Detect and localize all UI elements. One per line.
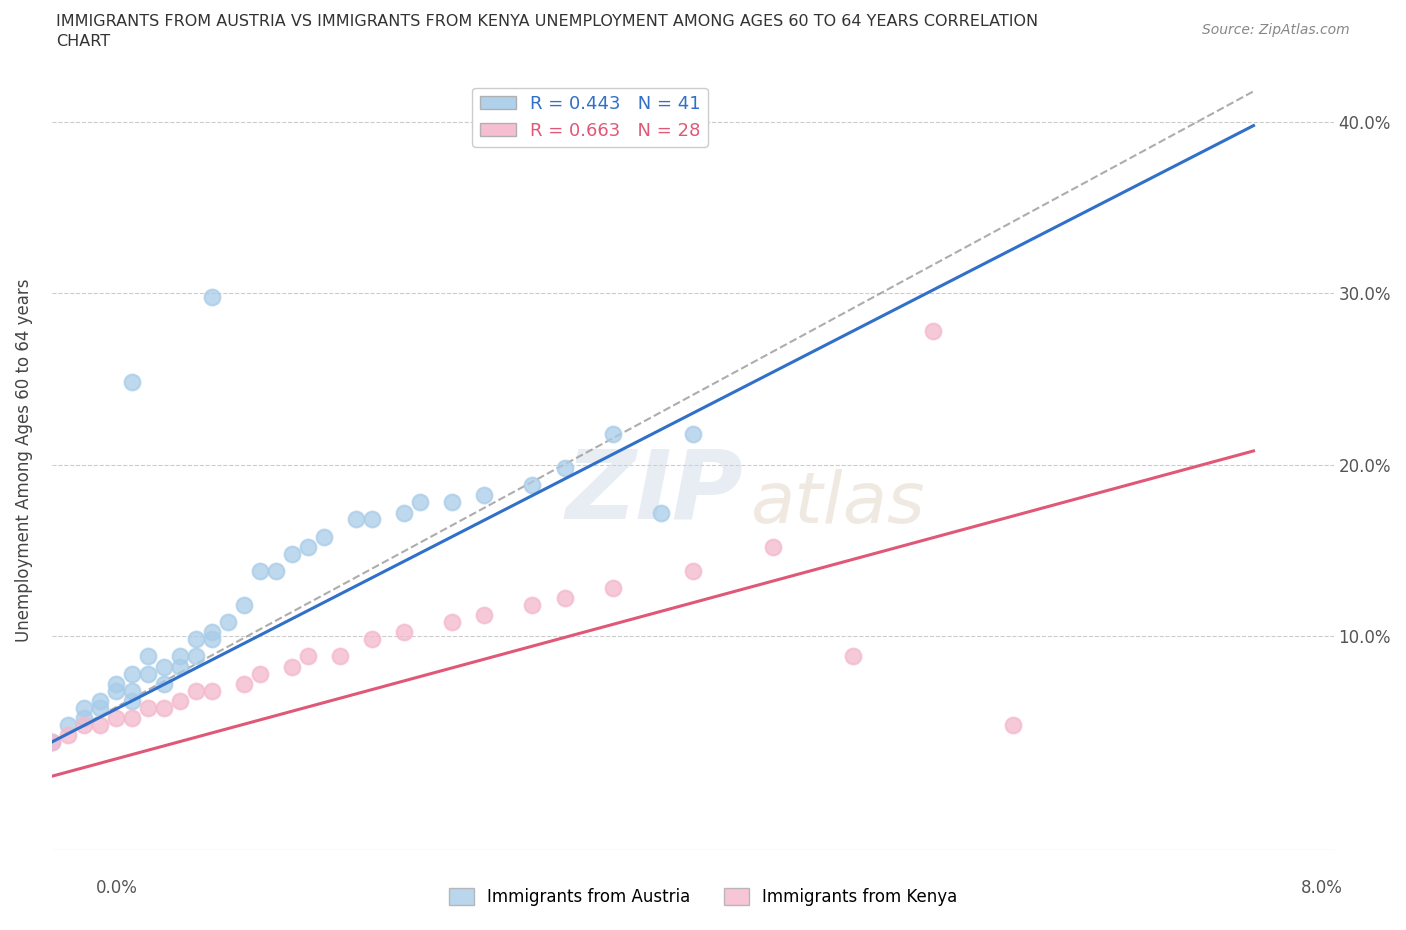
Legend: R = 0.443   N = 41, R = 0.663   N = 28: R = 0.443 N = 41, R = 0.663 N = 28 [472,87,709,147]
Point [329,649,352,664]
Point [297,649,319,664]
Text: CHART: CHART [56,34,110,49]
Point [249,666,271,681]
Point [184,631,207,646]
Point [394,505,416,520]
Point [136,666,159,681]
Point [121,684,143,698]
Point [682,564,704,578]
Point [249,564,271,578]
Point [121,375,143,390]
Point [361,512,384,527]
Text: 8.0%: 8.0% [1301,879,1343,897]
Point [233,676,256,691]
Y-axis label: Unemployment Among Ages 60 to 64 years: Unemployment Among Ages 60 to 64 years [15,279,32,642]
Legend: Immigrants from Austria, Immigrants from Kenya: Immigrants from Austria, Immigrants from… [441,881,965,912]
Point [121,711,143,725]
Point [184,649,207,664]
Point [394,625,416,640]
Point [136,649,159,664]
Point [73,700,96,715]
Point [201,289,224,304]
Point [842,649,865,664]
Point [361,631,384,646]
Point [264,564,287,578]
Point [104,676,127,691]
Text: Source: ZipAtlas.com: Source: ZipAtlas.com [1202,23,1350,37]
Point [281,546,304,561]
Point [153,676,176,691]
Point [201,625,224,640]
Point [409,495,432,510]
Point [922,324,945,339]
Point [153,659,176,674]
Point [441,495,464,510]
Point [169,649,191,664]
Point [56,728,79,743]
Point [56,717,79,732]
Point [201,684,224,698]
Point [169,694,191,709]
Point [441,615,464,630]
Point [1002,717,1025,732]
Point [201,631,224,646]
Text: 0.0%: 0.0% [96,879,138,897]
Point [474,488,496,503]
Point [121,666,143,681]
Point [73,711,96,725]
Point [762,539,785,554]
Point [217,615,239,630]
Point [121,694,143,709]
Point [89,717,111,732]
Point [73,717,96,732]
Point [233,598,256,613]
Point [41,735,63,750]
Text: atlas: atlas [751,469,925,538]
Point [184,684,207,698]
Point [89,700,111,715]
Point [104,711,127,725]
Point [104,684,127,698]
Point [682,426,704,441]
Point [344,512,367,527]
Point [314,529,336,544]
Point [169,659,191,674]
Point [553,591,575,605]
Point [553,460,575,475]
Point [650,505,672,520]
Point [41,735,63,750]
Point [602,426,624,441]
Text: ZIP: ZIP [565,445,744,538]
Point [153,700,176,715]
Text: IMMIGRANTS FROM AUSTRIA VS IMMIGRANTS FROM KENYA UNEMPLOYMENT AMONG AGES 60 TO 6: IMMIGRANTS FROM AUSTRIA VS IMMIGRANTS FR… [56,14,1039,29]
Point [474,608,496,623]
Point [522,478,544,493]
Point [281,659,304,674]
Point [522,598,544,613]
Point [602,580,624,595]
Point [89,694,111,709]
Point [297,539,319,554]
Point [136,700,159,715]
